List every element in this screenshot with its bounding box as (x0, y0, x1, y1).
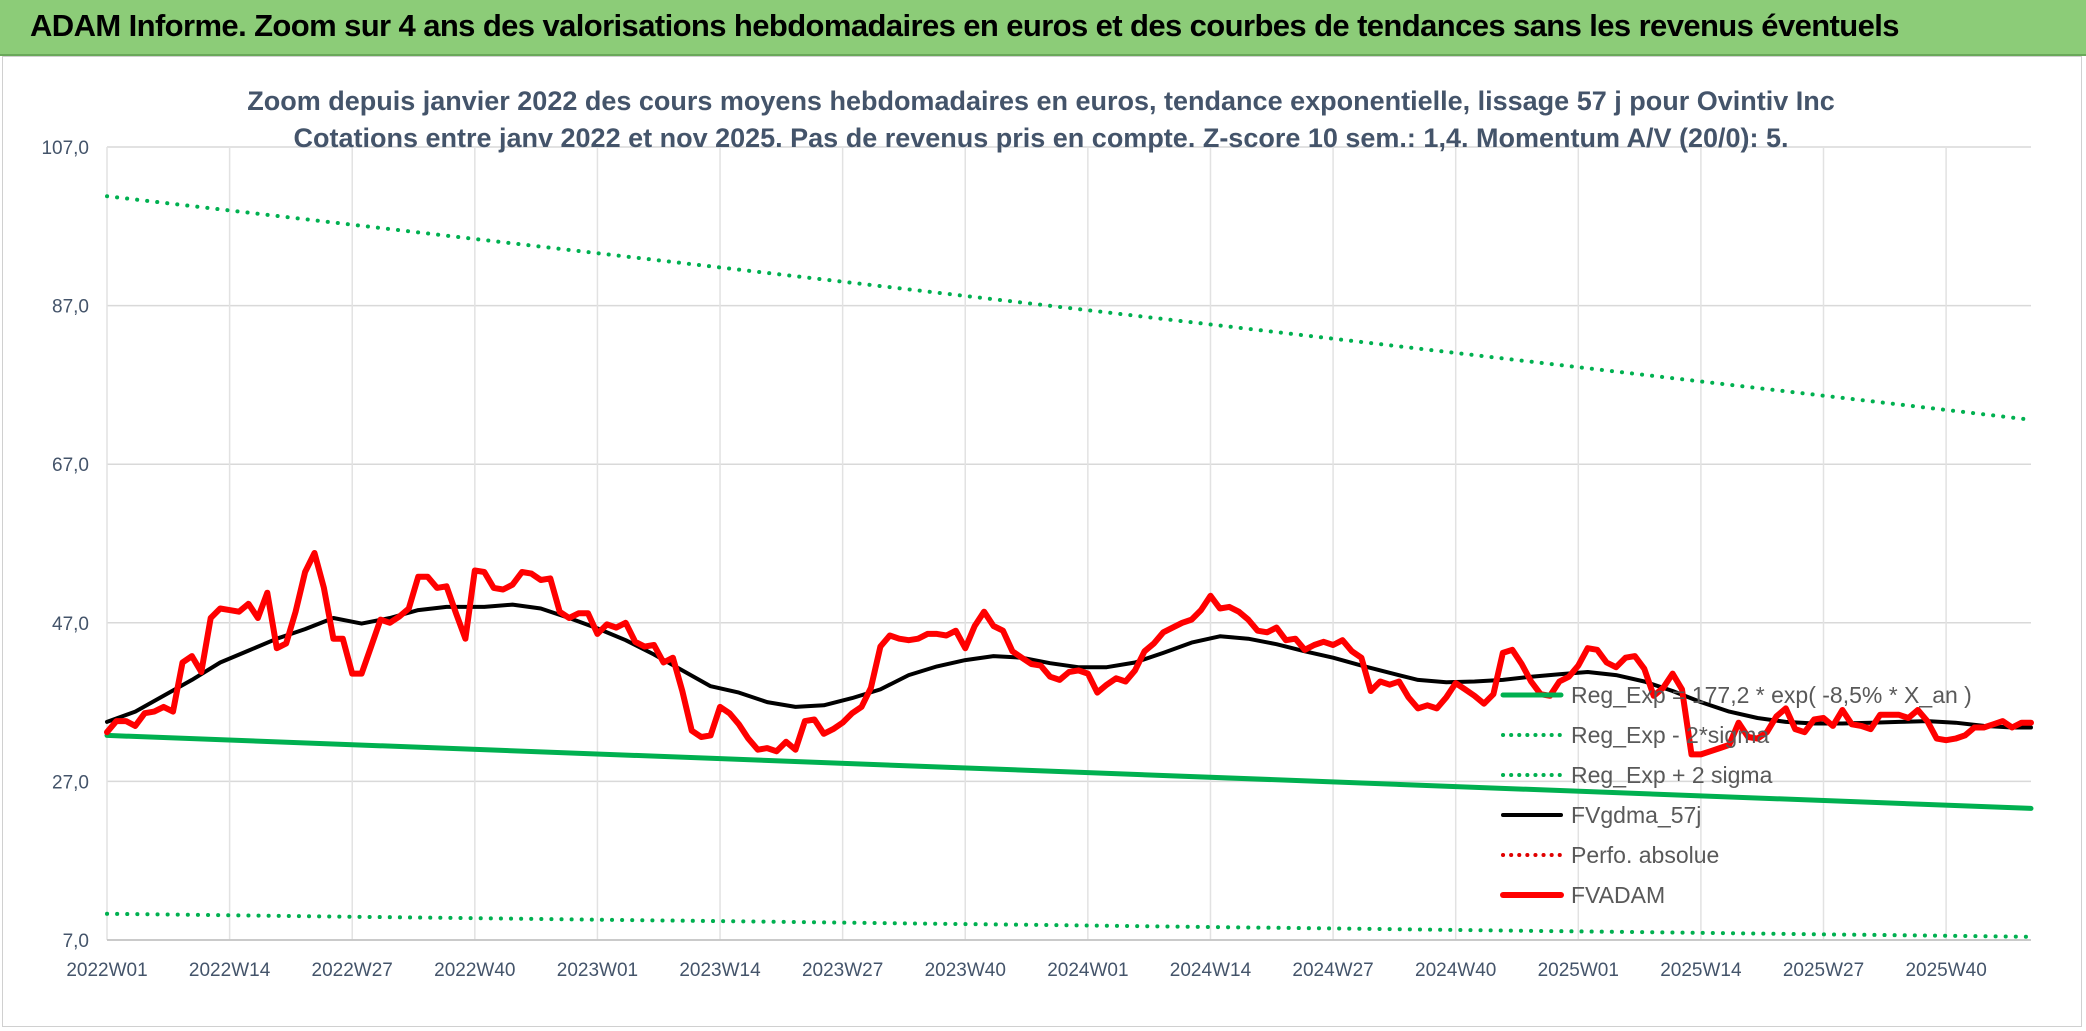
series-line-5 (104, 550, 2034, 758)
y-tick-label: 87,0 (52, 297, 89, 318)
legend-label: Reg_Exp - 2*sigma (1571, 722, 1769, 748)
chart-subtitle: Cotations entre janv 2022 et nov 2025. P… (293, 123, 1788, 153)
x-tick-label: 2023W27 (802, 960, 883, 981)
report-title: ADAM Informe. Zoom sur 4 ans des valoris… (30, 8, 1900, 43)
legend-label: Reg_Exp + 2 sigma (1571, 762, 1773, 788)
series-line-2 (105, 194, 2033, 422)
grid (106, 146, 2031, 941)
y-tick-label: 67,0 (52, 455, 89, 476)
chart-title: Zoom depuis janvier 2022 des cours moyen… (247, 86, 1835, 116)
x-tick-label: 2023W14 (679, 960, 761, 981)
x-tick-label: 2024W14 (1170, 960, 1252, 981)
x-tick-label: 2025W01 (1538, 960, 1619, 981)
x-axis: 2022W01 2022W14 2022W27 2022W40 2023W01 2023W… (66, 960, 1986, 981)
series-line-0 (104, 732, 2034, 811)
x-tick-label: 2024W40 (1415, 960, 1496, 981)
x-tick-label: 2023W40 (925, 960, 1006, 981)
x-tick-label: 2022W40 (434, 960, 515, 981)
x-tick-label: 2023W01 (557, 960, 638, 981)
y-tick-label: 27,0 (52, 772, 89, 793)
legend-label: FVgdma_57j (1571, 802, 1701, 828)
legend-label: FVADAM (1571, 882, 1665, 908)
report-banner: ADAM Informe. Zoom sur 4 ans des valoris… (0, 0, 2086, 56)
y-tick-label: 107,0 (41, 138, 89, 159)
x-tick-label: 2025W27 (1783, 960, 1864, 981)
y-tick-label: 47,0 (52, 614, 89, 635)
x-tick-label: 2024W01 (1047, 960, 1128, 981)
series-line-3 (105, 602, 2033, 730)
legend: Reg_Exp = 177,2 * exp( -8,5% * X_an ) Reg… (1500, 682, 1972, 908)
x-tick-label: 2025W40 (1905, 960, 1986, 981)
x-tick-label: 2022W14 (189, 960, 271, 981)
legend-label: Reg_Exp = 177,2 * exp( -8,5% * X_an ) (1571, 682, 1972, 708)
y-tick-label: 7,0 (63, 931, 89, 952)
series-group (104, 194, 2034, 939)
series-line-1 (105, 911, 2033, 939)
x-tick-label: 2022W01 (66, 960, 147, 981)
x-tick-label: 2022W27 (312, 960, 393, 981)
y-axis: 107,0 87,0 67,0 47,0 27,0 7,0 (41, 138, 89, 952)
legend-label: Perfo. absolue (1571, 842, 1719, 868)
x-tick-label: 2025W14 (1660, 960, 1742, 981)
chart-frame: Zoom depuis janvier 2022 des cours moyen… (2, 56, 2082, 1027)
chart: Zoom depuis janvier 2022 des cours moyen… (41, 86, 2034, 981)
x-tick-label: 2024W27 (1292, 960, 1373, 981)
